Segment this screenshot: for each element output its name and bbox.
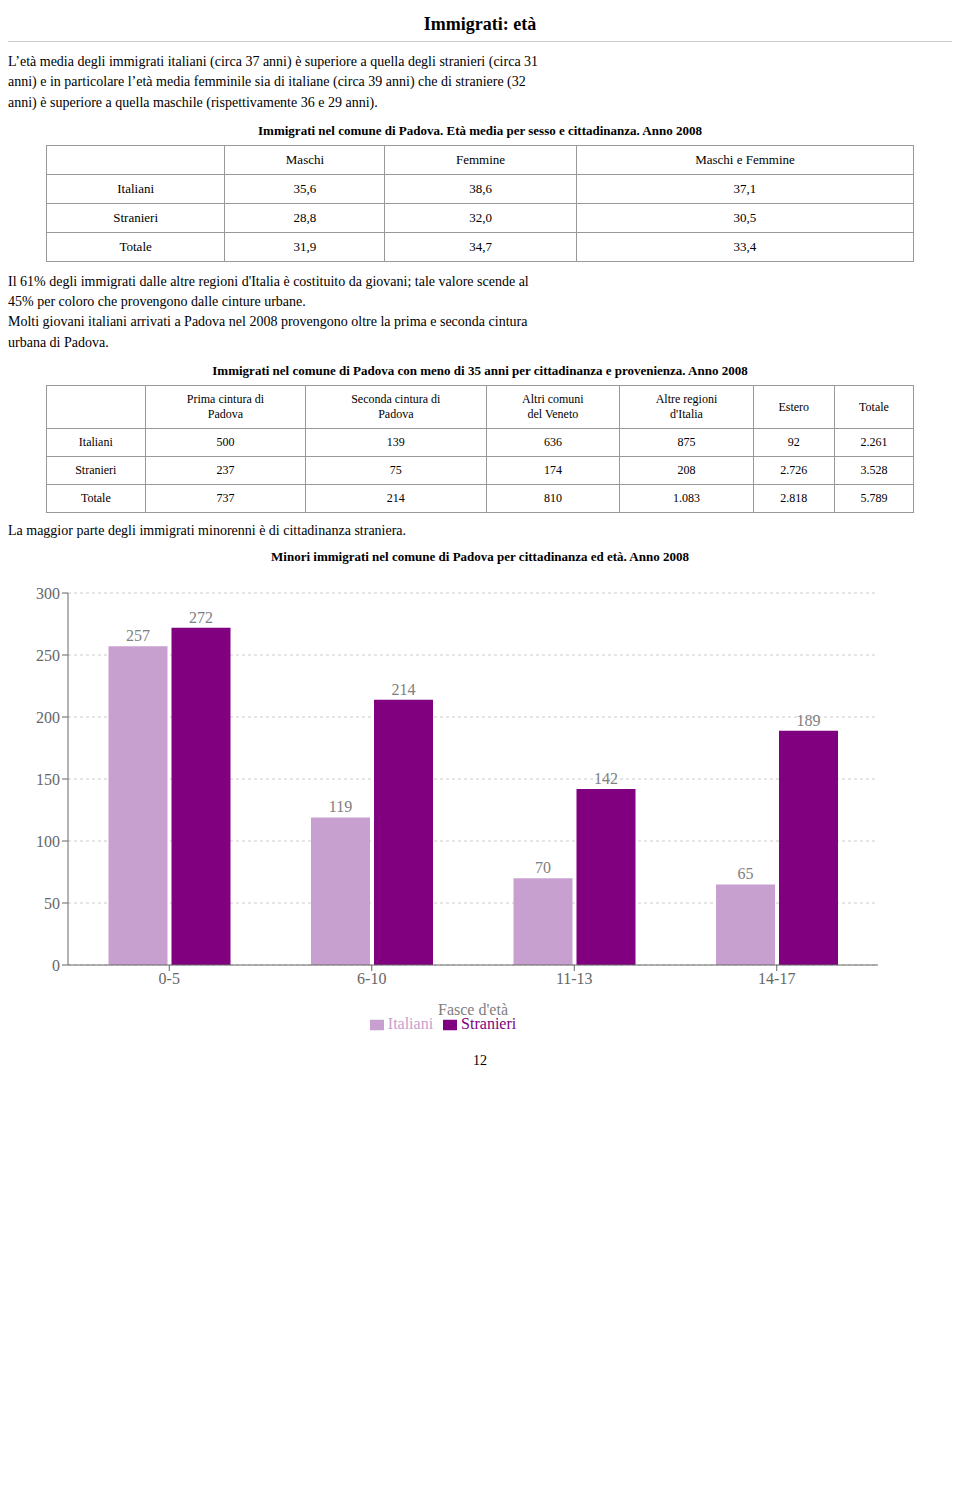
html-text:33,4: 33,4 (733, 238, 757, 254)
html-text:45% per coloro che provengono: 45% per coloro che provengono dalle cint… (8, 294, 306, 310)
html-text:38,6: 38,6 (469, 180, 492, 196)
html-text:Altre regioni d'Italia: Altre regioni d'Italia (655, 392, 718, 422)
html-text:214: 214 (386, 491, 405, 506)
html-text:2.818: 2.818 (780, 491, 808, 506)
svg-text:300: 300 (36, 585, 60, 602)
html-text:anni) è superiore a quella mas: anni) è superiore a quella maschile (ris… (8, 94, 378, 110)
html-text:Maschi: Maschi (285, 151, 325, 167)
html-text:5.789: 5.789 (860, 491, 888, 506)
html-text:Prima cintura di Padova: Prima cintura di Padova (186, 392, 265, 422)
html-text:12: 12 (473, 1053, 487, 1069)
html-text:Immigrati nel comune di Padova: Immigrati nel comune di Padova con meno … (212, 363, 748, 379)
html-text:139: 139 (386, 435, 405, 450)
svg-text:Fasce d'età: Fasce d'età (438, 1001, 508, 1018)
html-text:Stranieri: Stranieri (113, 209, 158, 225)
html-text:237: 237 (216, 463, 235, 478)
svg-text:0-5: 0-5 (159, 970, 180, 987)
html-text:Totale: Totale (859, 399, 889, 414)
html-text:30,5: 30,5 (733, 209, 757, 225)
svg-text:50: 50 (44, 895, 60, 912)
html-text:208: 208 (677, 463, 696, 478)
svg-text:0: 0 (52, 957, 60, 974)
html-text:92: 92 (787, 435, 800, 450)
html-text:Totale: Totale (80, 491, 111, 506)
html-text:Molti giovani italiani arrivat: Molti giovani italiani arrivati a Padova… (8, 314, 528, 330)
html-text:32,0: 32,0 (469, 209, 492, 225)
svg-text:14-17: 14-17 (758, 970, 795, 987)
html-text:L’età media degli immigrati it: L’età media degli immigrati italiani (ci… (8, 54, 539, 69)
html-text:810: 810 (543, 491, 562, 506)
html-text:Femmine: Femmine (456, 151, 506, 167)
svg-text:142: 142 (594, 770, 618, 787)
svg-text:200: 200 (36, 709, 60, 726)
html-text:2.726: 2.726 (780, 463, 808, 478)
html-text:Estero: Estero (778, 399, 810, 414)
html-text:Stranieri: Stranieri (461, 1015, 517, 1033)
svg-text:257: 257 (126, 627, 150, 644)
html-text:Italiani: Italiani (387, 1015, 434, 1033)
html-text:37,1: 37,1 (733, 180, 757, 196)
html-text:875: 875 (677, 435, 696, 450)
html-text:34,7: 34,7 (469, 238, 492, 254)
svg-text:70: 70 (535, 859, 551, 876)
svg-text:272: 272 (189, 609, 213, 626)
html-text:174: 174 (543, 463, 562, 478)
html-text:Italiani: Italiani (78, 435, 113, 450)
html-text:636: 636 (543, 435, 562, 450)
html-text:Altri comuni del Veneto: Altri comuni del Veneto (522, 392, 584, 422)
html-text:2.261: 2.261 (860, 435, 888, 450)
svg-text:214: 214 (392, 681, 416, 698)
html-text:Immigrati: età: Immigrati: età (423, 14, 537, 34)
html-text:Totale: Totale (119, 238, 152, 254)
svg-text:11-13: 11-13 (556, 970, 593, 987)
html-text:35,6: 35,6 (293, 180, 317, 196)
html-text:Italiani: Italiani (117, 180, 154, 196)
html-text:737: 737 (216, 491, 235, 506)
svg-text:150: 150 (36, 771, 60, 788)
svg-text:189: 189 (797, 712, 821, 729)
html-text:500: 500 (216, 435, 235, 450)
html-text:1.083: 1.083 (673, 491, 700, 506)
html-text:urbana di Padova.: urbana di Padova. (8, 334, 109, 350)
svg-text:6-10: 6-10 (357, 970, 386, 987)
svg-text:250: 250 (36, 647, 60, 664)
html-text:31,9: 31,9 (293, 238, 317, 254)
html-text:Seconda cintura di Padova: Seconda cintura di Padova (351, 392, 441, 422)
html-text:La maggior parte degli immigra: La maggior parte degli immigrati minoren… (8, 523, 407, 539)
html-text:Il 61% degli immigrati dalle a: Il 61% degli immigrati dalle altre regio… (8, 273, 529, 289)
html-text:Minori immigrati nel comune di: Minori immigrati nel comune di Padova pe… (271, 549, 689, 565)
html-text:anni) e in particolare l’età m: anni) e in particolare l’età media femmi… (8, 74, 526, 90)
html-text:Stranieri: Stranieri (75, 463, 117, 478)
html-text:Immigrati nel comune di Padova: Immigrati nel comune di Padova. Età medi… (258, 122, 702, 138)
svg-text:100: 100 (36, 833, 60, 850)
html-text:3.528: 3.528 (860, 463, 888, 478)
html-text:Maschi e Femmine: Maschi e Femmine (695, 151, 795, 167)
svg-text:65: 65 (738, 865, 754, 882)
svg-text:119: 119 (329, 799, 352, 816)
html-text:75: 75 (389, 463, 402, 478)
html-text:28,8: 28,8 (293, 209, 317, 225)
